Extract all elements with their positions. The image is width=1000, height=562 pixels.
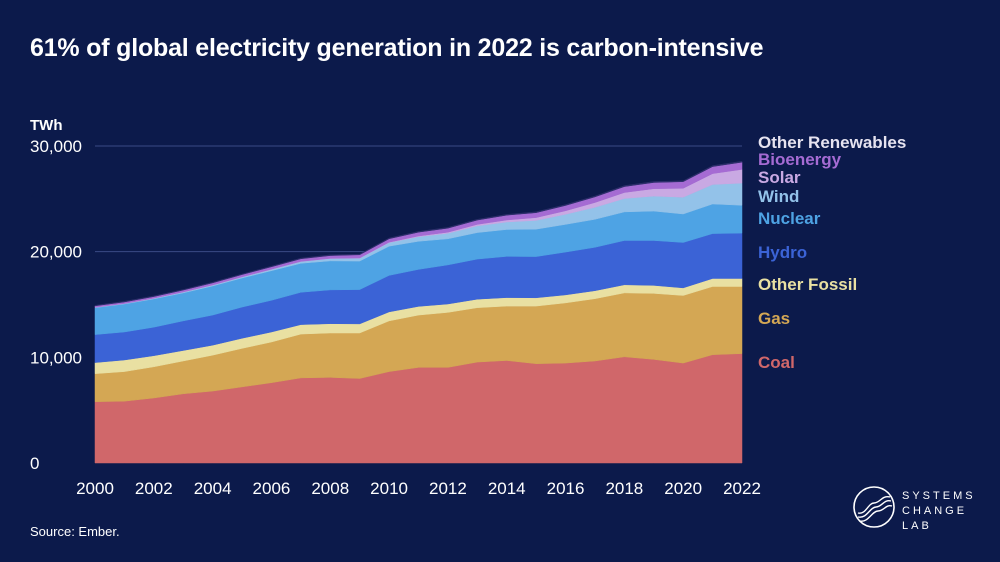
y-axis: TWh 0 10,000 20,000 30,000: [30, 117, 82, 473]
y-axis-unit-label: TWh: [30, 117, 62, 134]
legend-label-hydro: Hydro: [758, 243, 807, 262]
y-tick-label: 0: [30, 454, 39, 473]
x-tick-label: 2010: [370, 479, 408, 498]
legend: Coal Gas Other Fossil Hydro Nuclear WindSolar…: [758, 133, 906, 372]
x-tick-label: 2018: [605, 479, 643, 498]
x-tick-label: 2004: [194, 479, 232, 498]
legend-label-gas: Gas: [758, 309, 790, 328]
x-tick-label: 2012: [429, 479, 467, 498]
legend-label-nuclear: Nuclear: [758, 209, 821, 228]
legend-label-bioenergy: Bioenergy: [758, 150, 842, 169]
legend-label-other-fossil: Other Fossil: [758, 275, 857, 294]
legend-label-coal: Coal: [758, 353, 795, 372]
logo-text-line3: LAB: [902, 520, 932, 532]
y-tick-label: 20,000: [30, 243, 82, 262]
area-series: [94, 160, 743, 464]
legend-label-wind: Wind: [758, 187, 799, 206]
logo-text-line1: SYSTEMS: [902, 490, 976, 502]
y-tick-label: 30,000: [30, 137, 82, 156]
legend-label-other-renewables: Other Renewables: [758, 133, 906, 152]
chart-title: 61% of global electricity generation in …: [30, 34, 764, 62]
x-tick-label: 2020: [664, 479, 702, 498]
x-tick-label: 2002: [135, 479, 173, 498]
x-tick-label: 2008: [311, 479, 349, 498]
area-other-renewables: [94, 160, 743, 307]
source-note: Source: Ember.: [30, 524, 120, 539]
x-tick-label: 2000: [76, 479, 114, 498]
x-tick-label: 2022: [723, 479, 761, 498]
x-tick-label: 2006: [253, 479, 291, 498]
logo-text-line2: CHANGE: [902, 505, 968, 517]
x-tick-label: 2014: [488, 479, 526, 498]
y-tick-label: 10,000: [30, 348, 82, 367]
logo-mark-icon: [853, 486, 895, 528]
legend-label-solar: Solar: [758, 168, 801, 187]
x-tick-label: 2016: [547, 479, 585, 498]
systems-change-lab-logo: SYSTEMS CHANGE LAB: [852, 485, 992, 545]
x-axis: 2000 2002 2004 2006 2008 2010 2012 2014 2016 2018…: [76, 479, 761, 498]
